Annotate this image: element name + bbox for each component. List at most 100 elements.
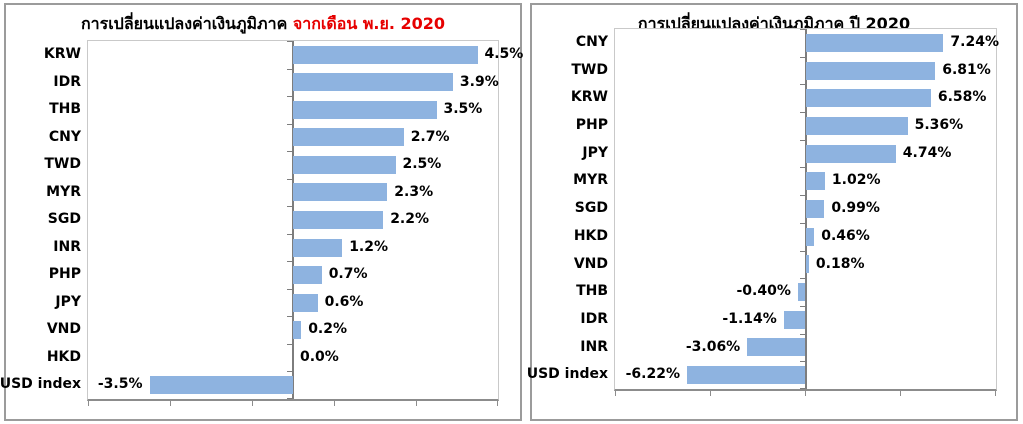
- category-label-krw: KRW: [43, 46, 81, 62]
- category-axis-tick: [287, 151, 292, 152]
- category-axis-tick: [287, 206, 292, 207]
- bar-sgd: [293, 211, 384, 229]
- bar-value-label: 2.3%: [394, 183, 434, 200]
- value-axis-tick: [615, 389, 616, 396]
- bar-value-label: 0.2%: [308, 321, 348, 338]
- value-axis-tick: [251, 399, 253, 406]
- category-axis-tick: [287, 234, 292, 235]
- bar-vnd: [805, 255, 809, 274]
- chart-panel-monthly: การเปลี่ยนแปลงค่าเงินภูมิภาค จากเดือน พ.…: [0, 3, 523, 421]
- category-label-inr: INR: [580, 338, 608, 355]
- category-axis-tick: [799, 29, 805, 30]
- category-axis-tick: [287, 96, 292, 97]
- category-label-usd-index: USD index: [526, 366, 608, 383]
- category-label-idr: IDR: [53, 73, 81, 90]
- bar-hkd: [805, 227, 815, 246]
- category-label-myr: MYR: [573, 172, 608, 189]
- bar-sgd: [805, 200, 825, 218]
- category-axis-tick: [799, 278, 805, 279]
- value-axis-tick: [333, 399, 335, 406]
- bar-value-label: -6.22%: [625, 366, 681, 383]
- category-axis-tick: [287, 41, 292, 42]
- category-axis-tick: [287, 398, 292, 399]
- bar-value-label: 6.81%: [942, 61, 991, 78]
- category-label-php: PHP: [48, 266, 81, 283]
- bar-value-label: 2.7%: [410, 128, 450, 145]
- bar-value-label: 7.24%: [950, 34, 999, 50]
- bar-jpy: [293, 293, 318, 312]
- category-axis-tick: [799, 223, 805, 224]
- bar-myr: [805, 172, 825, 191]
- category-label-twd: TWD: [571, 61, 608, 78]
- chart-panel-yearly: การเปลี่ยนแปลงค่าเงินภูมิภาค ปี 2020 7.2…: [527, 3, 1018, 421]
- category-axis-tick: [287, 69, 292, 70]
- bar-twd: [293, 155, 396, 174]
- bar-inr: [293, 238, 343, 257]
- category-axis-tick: [799, 140, 805, 141]
- category-axis-tick: [287, 371, 292, 372]
- bar-cny: [805, 33, 944, 52]
- bar-value-label: 0.0%: [300, 348, 339, 365]
- bar-chart-monthly: 4.5% 3.9% 3.5% 2.7% 2.5% 2.3% 2.2% 1.2% 0.7% 0.6%…: [0, 5, 523, 419]
- category-axis-tick: [287, 289, 292, 290]
- category-label-idr: IDR: [580, 310, 608, 327]
- chart-title-monthly-main: การเปลี่ยนแปลงค่าเงินภูมิภาค: [80, 14, 293, 33]
- value-axis-tick: [805, 389, 806, 396]
- bar-value-label: 4.5%: [484, 46, 524, 62]
- category-label-twd: TWD: [44, 156, 81, 173]
- category-axis-tick: [799, 195, 805, 196]
- bar-value-label: 2.5%: [402, 156, 442, 173]
- category-label-vnd: VND: [573, 255, 608, 272]
- bar-cny: [293, 128, 404, 147]
- bar-krw: [805, 89, 931, 108]
- category-label-usd-index: USD index: [0, 376, 81, 393]
- bar-thb: [797, 283, 806, 302]
- chart-title-monthly-accent: จากเดือน พ.ย. 2020: [292, 14, 446, 33]
- value-axis-tick: [995, 389, 996, 396]
- plot-area: 7.24% 6.81% 6.58% 5.36% 4.74% 1.02% 0.99% 0.46%…: [614, 28, 999, 396]
- category-label-jpy: JPY: [55, 293, 81, 310]
- value-axis-tick: [88, 399, 89, 406]
- category-axis-tick: [287, 124, 292, 125]
- bar-value-label: -3.5%: [97, 376, 143, 393]
- category-axis-tick: [799, 334, 805, 335]
- bar-inr: [747, 338, 806, 357]
- bar-value-label: 3.9%: [459, 73, 499, 90]
- category-axis-tick: [287, 316, 292, 317]
- bar-value-label: 3.5%: [443, 101, 483, 118]
- value-axis-tick: [169, 399, 171, 406]
- bar-myr: [293, 183, 388, 202]
- category-axis-tick: [287, 344, 292, 345]
- chart-title-monthly: การเปลี่ยนแปลงค่าเงินภูมิภาค จากเดือน พ.…: [6, 12, 520, 37]
- bar-value-label: 1.02%: [831, 172, 881, 189]
- category-label-jpy: JPY: [582, 144, 608, 161]
- value-axis-tick: [709, 389, 711, 396]
- category-axis-tick: [287, 261, 292, 262]
- category-label-hkd: HKD: [46, 348, 81, 365]
- category-axis-tick: [287, 179, 292, 180]
- bar-value-label: 0.18%: [815, 255, 865, 272]
- category-label-thb: THB: [49, 101, 81, 118]
- category-axis-tick: [799, 388, 805, 389]
- value-axis-tick: [415, 399, 417, 406]
- value-axis-tick: [497, 399, 498, 406]
- bar-usd-index: [687, 366, 806, 385]
- category-label-vnd: VND: [46, 321, 81, 338]
- plot-area: 4.5% 3.9% 3.5% 2.7% 2.5% 2.3% 2.2% 1.2% 0.7% 0.6%…: [87, 40, 523, 406]
- category-axis-tick: [799, 84, 805, 85]
- bar-krw: [293, 45, 478, 64]
- category-axis-tick: [799, 306, 805, 307]
- category-axis-tick: [799, 167, 805, 168]
- category-label-hkd: HKD: [573, 227, 608, 244]
- category-label-myr: MYR: [46, 183, 81, 200]
- bar-chart-yearly: 7.24% 6.81% 6.58% 5.36% 4.74% 1.02% 0.99% 0.46%…: [527, 5, 1016, 419]
- bar-vnd: [293, 321, 302, 340]
- bar-value-label: 4.74%: [902, 144, 952, 161]
- bar-value-label: 0.46%: [821, 227, 870, 244]
- bar-php: [805, 116, 908, 135]
- bar-value-label: 5.36%: [914, 117, 964, 134]
- category-label-krw: KRW: [570, 89, 608, 106]
- bar-thb: [293, 100, 437, 119]
- category-axis-tick: [799, 112, 805, 113]
